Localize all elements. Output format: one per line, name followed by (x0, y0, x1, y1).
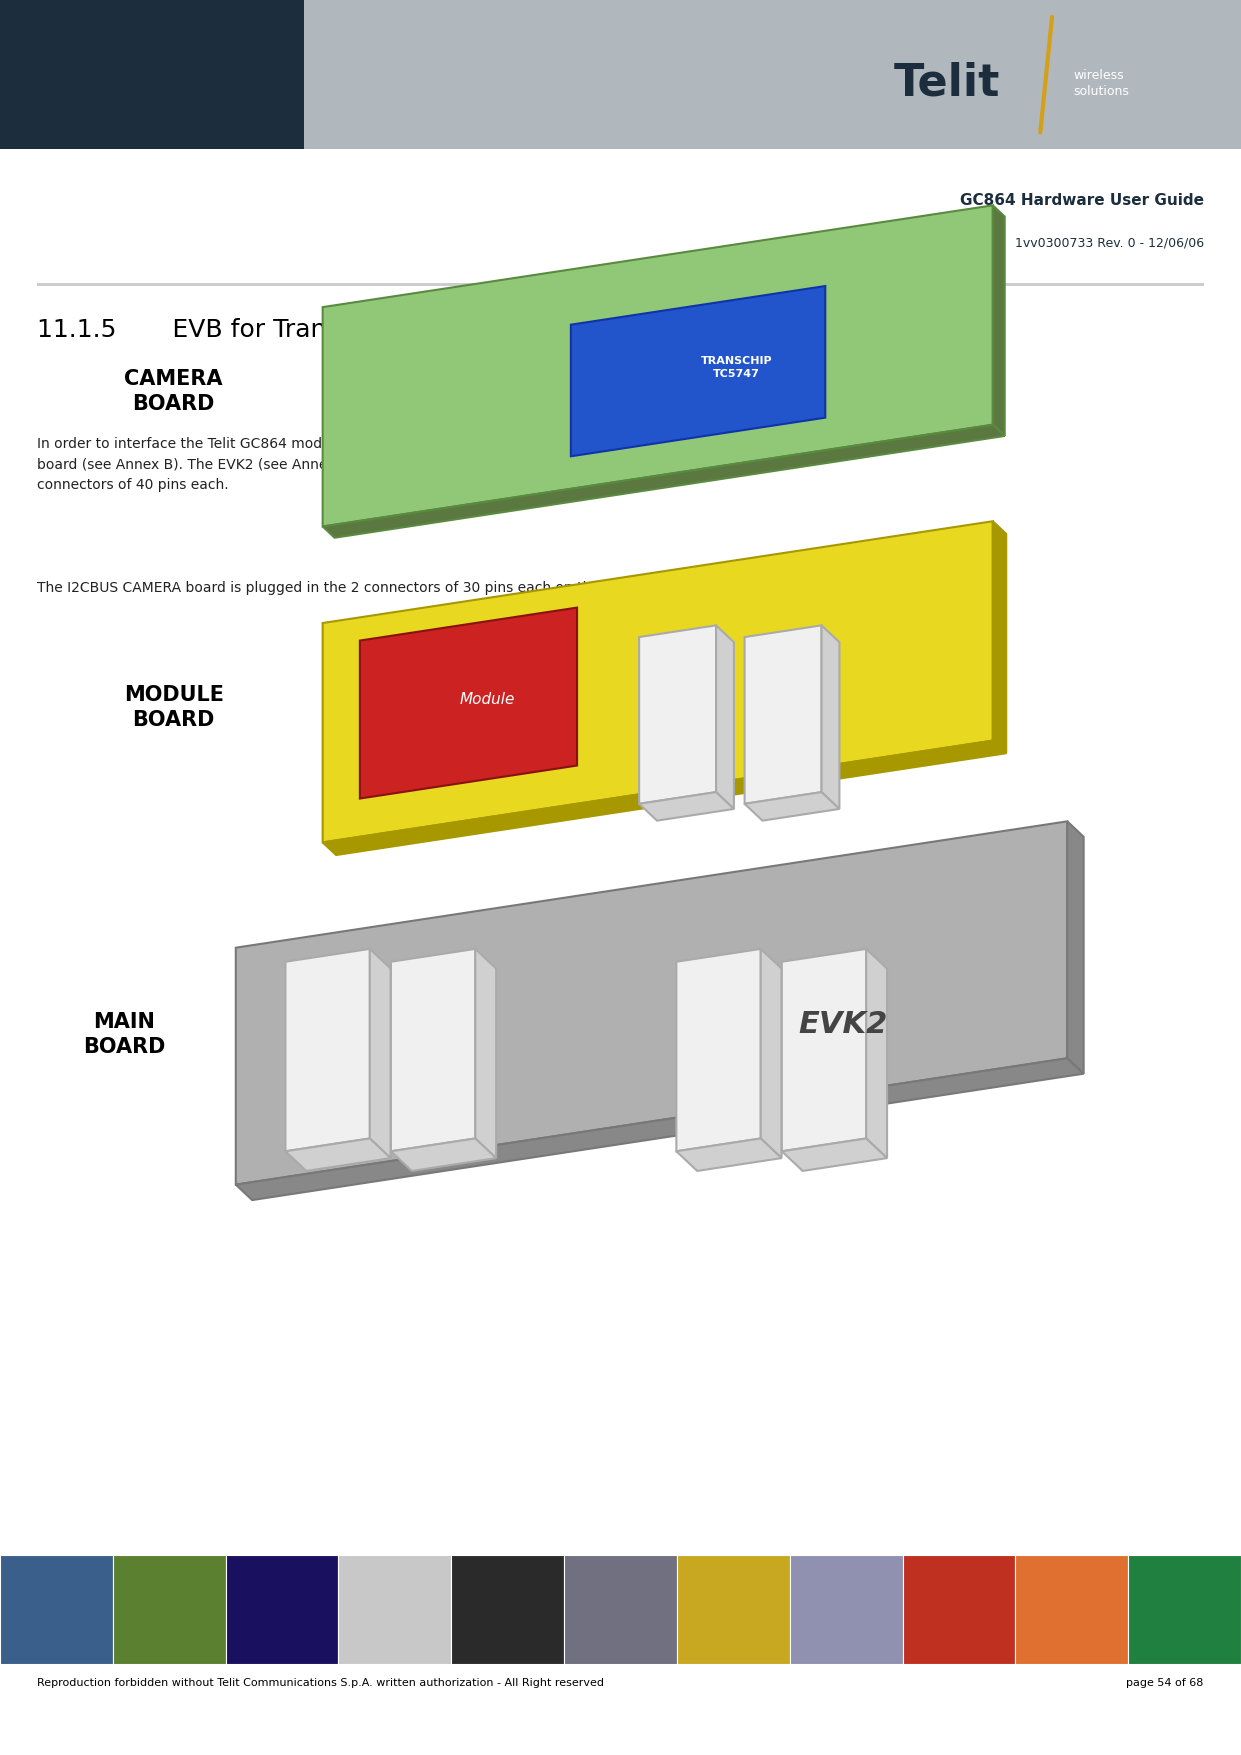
FancyBboxPatch shape (37, 283, 1204, 286)
Polygon shape (391, 949, 475, 1151)
Polygon shape (676, 949, 761, 1151)
FancyBboxPatch shape (1128, 1555, 1241, 1664)
Text: wireless
solutions: wireless solutions (1073, 68, 1129, 98)
Text: TRANSCHIP
TC5747: TRANSCHIP TC5747 (701, 356, 772, 379)
FancyBboxPatch shape (304, 0, 1241, 149)
FancyBboxPatch shape (789, 1555, 902, 1664)
Polygon shape (370, 949, 391, 1158)
Polygon shape (822, 625, 839, 809)
Text: MAIN
BOARD: MAIN BOARD (83, 1013, 165, 1057)
Text: EVK2: EVK2 (798, 1009, 887, 1039)
Polygon shape (866, 949, 887, 1158)
Polygon shape (323, 425, 1005, 537)
Text: 1vv0300733 Rev. 0 - 12/06/06: 1vv0300733 Rev. 0 - 12/06/06 (1015, 237, 1204, 249)
Polygon shape (323, 741, 1006, 855)
Text: Telit: Telit (894, 61, 1000, 105)
Polygon shape (323, 205, 993, 526)
Polygon shape (716, 625, 733, 809)
Text: Reproduction forbidden without Telit Communications S.p.A. written authorization: Reproduction forbidden without Telit Com… (37, 1678, 604, 1688)
FancyBboxPatch shape (452, 1555, 565, 1664)
Polygon shape (236, 821, 1067, 1185)
FancyBboxPatch shape (676, 1555, 789, 1664)
Polygon shape (782, 949, 866, 1151)
Polygon shape (391, 1139, 496, 1171)
Polygon shape (360, 607, 577, 799)
Polygon shape (761, 949, 782, 1158)
Polygon shape (285, 1139, 391, 1171)
Text: MODULE
BOARD: MODULE BOARD (124, 684, 223, 730)
FancyBboxPatch shape (339, 1555, 452, 1664)
Polygon shape (639, 625, 716, 804)
Text: 11.1.5       EVB for Transchip camera support: 11.1.5 EVB for Transchip camera support (37, 318, 598, 342)
Text: CAMERA
BOARD: CAMERA BOARD (124, 369, 223, 414)
FancyBboxPatch shape (902, 1555, 1015, 1664)
Polygon shape (676, 1139, 782, 1171)
Text: GC864 Hardware User Guide: GC864 Hardware User Guide (959, 193, 1204, 209)
Polygon shape (782, 1139, 887, 1171)
Polygon shape (571, 286, 825, 456)
Text: page 54 of 68: page 54 of 68 (1127, 1678, 1204, 1688)
Polygon shape (1067, 821, 1083, 1074)
Polygon shape (993, 205, 1005, 435)
Polygon shape (639, 792, 733, 821)
FancyBboxPatch shape (226, 1555, 339, 1664)
Polygon shape (745, 792, 839, 821)
Text: Module: Module (459, 691, 515, 707)
FancyBboxPatch shape (0, 1555, 113, 1664)
Text: In order to interface the Telit GC864 module with a CMOS camera, Telit has devel: In order to interface the Telit GC864 mo… (37, 437, 735, 491)
Polygon shape (236, 1058, 1083, 1200)
Polygon shape (323, 521, 993, 842)
Text: The I2CBUS CAMERA board is plugged in the 2 connectors of 30 pins each on the mo: The I2CBUS CAMERA board is plugged in th… (37, 581, 706, 595)
FancyBboxPatch shape (113, 1555, 226, 1664)
Polygon shape (285, 949, 370, 1151)
FancyBboxPatch shape (1015, 1555, 1128, 1664)
FancyBboxPatch shape (565, 1555, 676, 1664)
Polygon shape (475, 949, 496, 1158)
Polygon shape (745, 625, 822, 804)
Polygon shape (993, 521, 1006, 753)
FancyBboxPatch shape (0, 0, 304, 149)
